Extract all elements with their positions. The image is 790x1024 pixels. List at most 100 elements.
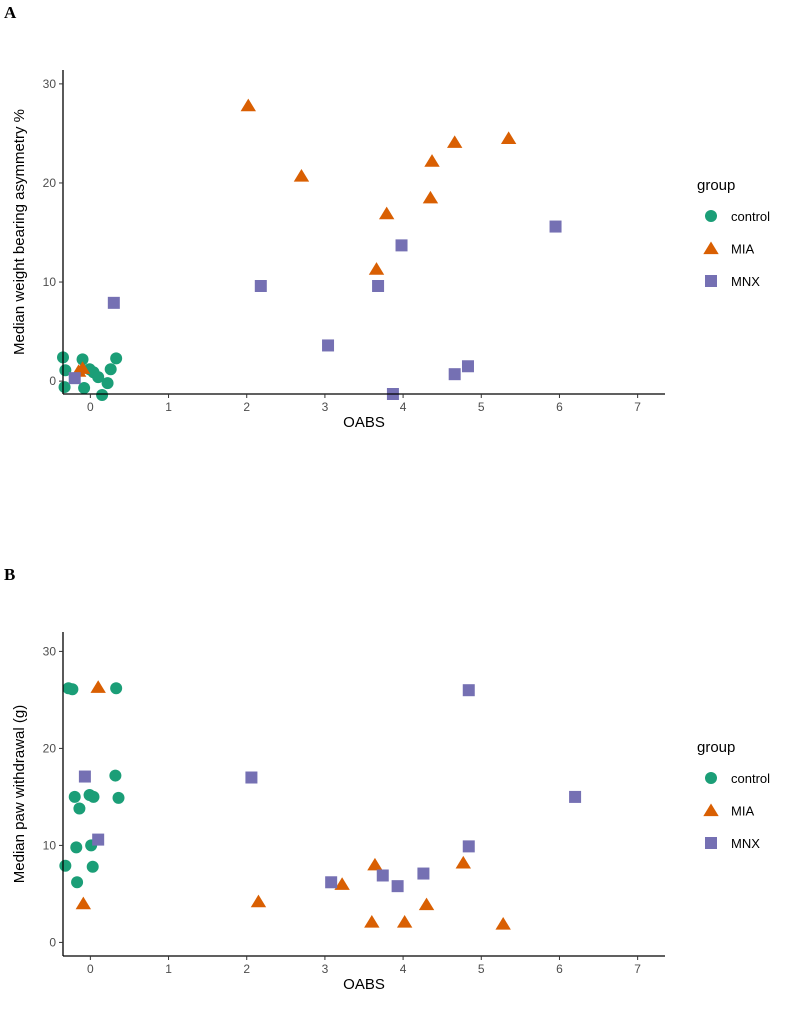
legend-title: group xyxy=(697,739,735,756)
data-point-control xyxy=(78,382,91,395)
data-point-mia xyxy=(90,680,106,693)
y-tick-label: 20 xyxy=(43,741,57,755)
x-axis-label: OABS xyxy=(343,976,385,993)
data-point-mia xyxy=(455,855,471,869)
data-point-control xyxy=(112,791,125,804)
data-point-mnx xyxy=(254,280,267,292)
x-tick-label: 6 xyxy=(556,400,563,414)
legend-label-control: control xyxy=(731,209,770,224)
data-point-mnx xyxy=(391,880,404,893)
data-point-mia xyxy=(495,916,511,930)
data-point-mia xyxy=(424,154,440,167)
legend-label-mnx: MNX xyxy=(731,836,760,851)
data-point-mnx xyxy=(372,280,385,292)
legend: group control MIA MNX xyxy=(697,177,770,289)
legend-key-mia xyxy=(703,241,719,255)
data-point-mia xyxy=(364,915,380,928)
legend-label-mia: MIA xyxy=(731,804,754,819)
legend-key-mnx xyxy=(705,837,717,849)
legend: group control MIA MNX xyxy=(697,739,770,851)
x-tick-label: 1 xyxy=(165,400,172,414)
panel-label: B xyxy=(4,565,15,584)
data-point-mnx xyxy=(417,867,430,880)
y-tick-label: 10 xyxy=(43,275,57,289)
data-point-control xyxy=(73,802,86,815)
data-point-control xyxy=(68,790,81,803)
data-point-control xyxy=(110,352,123,365)
data-point-mnx xyxy=(395,239,408,252)
y-tick-label: 10 xyxy=(43,838,57,852)
x-tick-label: 0 xyxy=(87,400,94,414)
legend-label-control: control xyxy=(731,771,770,786)
data-point-control xyxy=(92,371,105,384)
data-point-mia xyxy=(368,262,385,275)
data-point-control xyxy=(66,683,79,696)
data-point-mia xyxy=(422,190,439,204)
data-point-mia xyxy=(240,98,256,112)
data-point-mnx xyxy=(549,220,562,233)
y-tick-label: 30 xyxy=(43,644,57,658)
data-point-control xyxy=(59,364,72,377)
x-tick-label: 3 xyxy=(322,962,329,976)
data-point-mia xyxy=(378,206,395,220)
data-point-mnx xyxy=(78,770,91,783)
legend-title: group xyxy=(697,177,735,194)
x-axis-label: OABS xyxy=(343,414,385,431)
data-point-control xyxy=(70,841,83,854)
data-point-mia xyxy=(334,877,350,890)
x-tick-label: 3 xyxy=(322,400,329,414)
legend-label-mia: MIA xyxy=(731,242,754,257)
x-tick-label: 4 xyxy=(400,400,407,414)
data-point-control xyxy=(96,388,109,401)
y-tick-label: 20 xyxy=(43,176,57,190)
plot-b: B 0 1 2 3 4 5 6 7 0 10 20 30 OABS Median paw withdrawa… xyxy=(4,565,770,993)
x-tick-label: 4 xyxy=(400,962,407,976)
data-point-mia xyxy=(75,896,92,910)
x-tick-label: 5 xyxy=(478,400,485,414)
x-tick-label: 1 xyxy=(165,962,172,976)
plot-a: A 0 1 2 3 4 5 6 7 0 10 20 30 OABS Median weight bearin… xyxy=(4,3,770,431)
data-point-mia xyxy=(367,857,383,871)
legend-label-mnx: MNX xyxy=(731,274,760,289)
y-axis-label: Median weight bearing asymmetry % xyxy=(11,109,28,355)
data-point-control xyxy=(71,876,84,889)
data-point-mia xyxy=(418,897,435,911)
data-point-mnx xyxy=(245,771,258,784)
legend-key-control xyxy=(705,772,717,784)
y-tick-label: 0 xyxy=(49,374,56,388)
x-tick-label: 0 xyxy=(87,962,94,976)
data-point-mia xyxy=(293,169,310,182)
data-point-mnx xyxy=(92,833,105,846)
data-point-mnx xyxy=(448,368,461,381)
data-point-control xyxy=(58,381,71,394)
x-tick-label: 2 xyxy=(243,962,250,976)
data-point-control xyxy=(59,859,72,872)
data-point-mnx xyxy=(107,296,120,309)
data-point-mnx xyxy=(325,876,338,889)
legend-key-mia xyxy=(703,803,719,817)
data-point-control xyxy=(76,353,89,366)
x-tick-label: 6 xyxy=(556,962,563,976)
x-tick-label: 2 xyxy=(243,400,250,414)
data-point-mnx xyxy=(462,684,475,697)
y-tick-label: 30 xyxy=(43,77,57,91)
data-point-mnx xyxy=(376,869,389,882)
data-point-control xyxy=(101,377,114,390)
x-tick-label: 5 xyxy=(478,962,485,976)
y-tick-label: 0 xyxy=(49,935,56,949)
data-point-control xyxy=(109,769,122,782)
data-point-mnx xyxy=(68,372,81,385)
x-tick-label: 7 xyxy=(634,962,641,976)
data-point-mia xyxy=(396,915,413,928)
data-point-control xyxy=(104,363,117,376)
data-point-mia xyxy=(250,894,267,908)
data-point-mia xyxy=(500,131,517,144)
legend-key-control xyxy=(705,210,717,222)
data-point-mnx xyxy=(461,360,474,373)
legend-key-mnx xyxy=(705,275,717,287)
data-point-control xyxy=(86,860,99,873)
data-point-control xyxy=(110,682,123,695)
x-tick-label: 7 xyxy=(634,400,641,414)
panel-label: A xyxy=(4,3,17,22)
